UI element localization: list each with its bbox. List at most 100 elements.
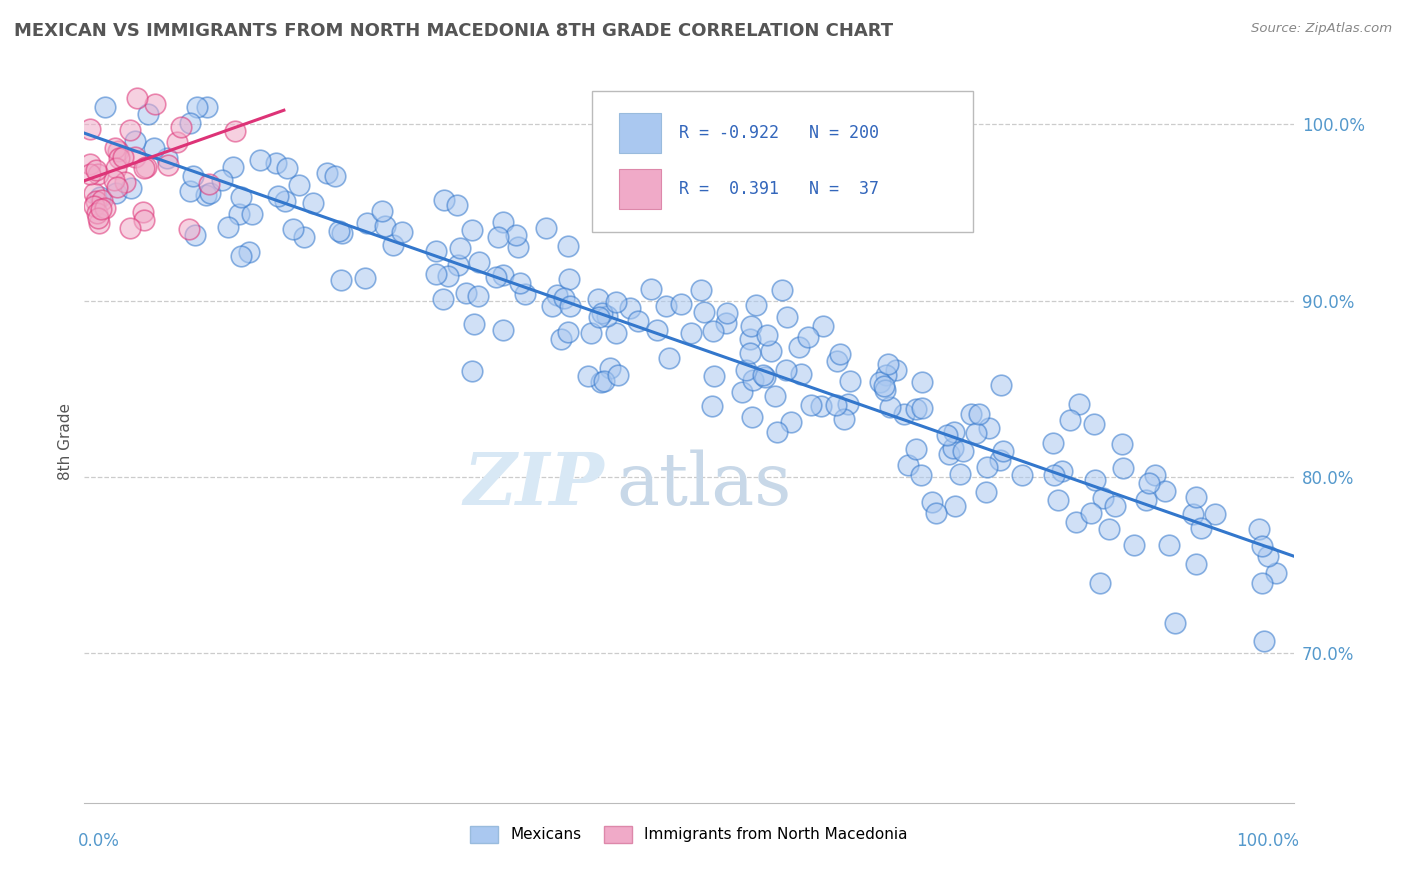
Point: [599, 360, 621, 375]
Point: [87, 211, 110, 225]
Point: [1050, 464, 1073, 478]
FancyBboxPatch shape: [619, 113, 661, 153]
Point: [508, 240, 530, 254]
Point: [509, 277, 531, 291]
Text: 0.0%: 0.0%: [79, 831, 120, 850]
Point: [170, 120, 193, 134]
Point: [491, 268, 513, 282]
Text: Source: ZipAtlas.com: Source: ZipAtlas.com: [1251, 22, 1392, 36]
FancyBboxPatch shape: [619, 169, 661, 209]
Point: [671, 297, 693, 311]
Point: [224, 124, 246, 138]
Point: [437, 269, 460, 284]
Point: [1159, 538, 1181, 552]
Point: [292, 230, 315, 244]
Point: [541, 300, 564, 314]
Point: [910, 467, 932, 482]
Point: [591, 306, 613, 320]
Point: [132, 213, 155, 227]
Point: [734, 362, 756, 376]
Point: [1247, 522, 1270, 536]
Point: [124, 150, 146, 164]
Point: [467, 289, 489, 303]
Point: [105, 180, 128, 194]
Point: [90, 202, 112, 216]
Point: [873, 383, 896, 397]
Point: [84, 194, 107, 209]
Point: [700, 399, 723, 413]
Point: [463, 317, 485, 331]
Point: [143, 141, 166, 155]
Point: [432, 293, 454, 307]
Legend: Mexicans, Immigrants from North Macedonia: Mexicans, Immigrants from North Macedoni…: [464, 820, 914, 849]
Point: [627, 314, 650, 328]
Point: [811, 318, 834, 333]
Point: [910, 401, 932, 415]
Point: [755, 327, 778, 342]
Point: [1181, 508, 1204, 522]
Point: [824, 398, 846, 412]
Point: [1184, 491, 1206, 505]
Point: [194, 187, 217, 202]
Point: [825, 354, 848, 368]
Y-axis label: 8th Grade: 8th Grade: [58, 403, 73, 480]
Point: [974, 484, 997, 499]
Point: [228, 207, 250, 221]
Point: [425, 244, 447, 258]
Point: [195, 100, 218, 114]
Point: [893, 407, 915, 421]
Text: R =  0.391   N =  37: R = 0.391 N = 37: [679, 179, 879, 198]
Point: [921, 495, 943, 509]
Point: [267, 189, 290, 203]
Point: [1144, 467, 1167, 482]
Point: [960, 408, 983, 422]
Point: [763, 389, 786, 403]
Point: [553, 291, 575, 305]
Point: [1092, 491, 1115, 505]
Point: [90, 193, 112, 207]
Point: [118, 220, 141, 235]
Point: [869, 376, 891, 390]
Point: [550, 332, 572, 346]
Point: [789, 340, 811, 354]
Point: [177, 222, 200, 236]
Point: [515, 286, 537, 301]
Point: [1184, 557, 1206, 571]
Point: [1047, 493, 1070, 508]
Point: [716, 316, 738, 330]
Point: [104, 186, 127, 200]
Point: [222, 160, 245, 174]
Point: [449, 241, 471, 255]
Point: [249, 153, 271, 168]
Point: [645, 323, 668, 337]
Point: [589, 375, 612, 389]
Point: [716, 306, 738, 320]
Point: [288, 178, 311, 192]
Point: [83, 199, 105, 213]
Point: [936, 427, 959, 442]
Point: [1088, 575, 1111, 590]
Point: [79, 168, 101, 182]
Point: [1042, 435, 1064, 450]
Point: [558, 272, 581, 286]
Point: [731, 385, 754, 400]
Point: [557, 239, 579, 253]
Point: [211, 173, 233, 187]
Point: [640, 282, 662, 296]
FancyBboxPatch shape: [592, 91, 973, 232]
Point: [702, 324, 724, 338]
Point: [1084, 473, 1107, 487]
Point: [382, 238, 405, 252]
Point: [534, 221, 557, 235]
Point: [124, 134, 146, 148]
Point: [952, 443, 974, 458]
Text: atlas: atlas: [616, 450, 792, 520]
Point: [461, 364, 484, 378]
Point: [879, 401, 901, 415]
Point: [323, 169, 346, 183]
Point: [79, 122, 101, 136]
Point: [1189, 521, 1212, 535]
Point: [104, 141, 127, 155]
Point: [607, 368, 630, 382]
Point: [145, 96, 167, 111]
